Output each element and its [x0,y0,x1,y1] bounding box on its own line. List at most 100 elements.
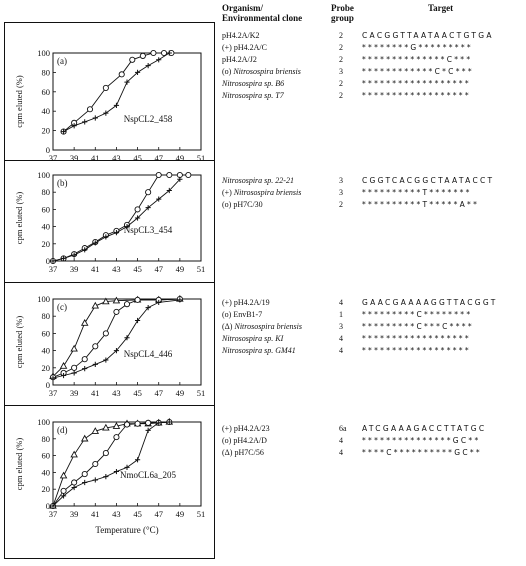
x-tick-label: 41 [91,264,100,274]
row-symbol: (Δ) [222,322,235,331]
row-symbol: (Δ) [222,448,235,457]
row-symbol: (o) [222,436,234,445]
data-point-circle [60,487,67,494]
data-point-plus [145,427,151,433]
data-point-plus [92,477,98,483]
data-point-plus [103,110,109,116]
y-tick-label: 40 [42,467,51,477]
row-organism-name: pH4.2A/C [233,43,267,52]
table-row-organism: (+) pH4.2A/23 [222,424,270,433]
data-point-plus [166,187,172,194]
x-tick-label: 45 [133,509,142,519]
table-row-probe-group: 2 [339,31,343,40]
y-tick-label: 20 [42,239,51,249]
data-point-triangle [80,434,89,442]
data-point-triangle [70,450,78,458]
data-point-plus [103,357,109,363]
y-tick-label: 60 [42,328,51,338]
table-row-organism: Nitrosospira sp. KI [222,334,283,343]
table-row-target-sequence: **********T******* [362,188,472,197]
data-point-plus [50,503,56,509]
x-tick-label: 37 [49,153,58,163]
x-tick-label: 45 [133,388,142,398]
data-point-circle [102,330,109,337]
table-row-organism: (o) EnvB1-7 [222,310,262,319]
row-organism-name: Nitrosospira briensis [233,67,301,76]
table-row-probe-group: 3 [339,176,343,185]
y-tick-label: 20 [42,484,51,494]
row-organism-name: Nitrosospira sp. KI [222,334,284,343]
y-tick-label: 100 [37,48,50,58]
row-organism-name: pH4.2A/J2 [222,55,257,64]
header-organism-line1: Organism/ [222,3,264,13]
x-tick-label: 51 [197,388,206,398]
data-point-plus [71,484,77,491]
table-row-probe-group: 2 [339,91,343,100]
data-point-triangle [102,423,110,431]
table-row-target-sequence: ********G********* [362,43,473,52]
table-row-probe-group: 4 [339,334,343,343]
data-point-plus [82,366,88,372]
data-point-plus [60,493,67,499]
table-row-organism: Nitrosospira sp. T7 [222,91,284,100]
table-row-organism: pH4.2A/J2 [222,55,257,64]
table-row-organism: (Δ) Nitrosospira briensis [222,322,302,331]
plot-area-frame [52,174,202,262]
y-tick-label: 20 [42,363,51,373]
x-tick-label: 49 [176,388,185,398]
x-tick-label: 39 [70,264,79,274]
data-point-circle [134,420,141,427]
row-organism-name: Nitrosospira briensis [234,322,302,331]
row-organism-name: pH4.2A/23 [233,424,270,433]
x-tick-label: 39 [70,509,79,519]
data-point-plus [71,370,77,376]
y-tick-label: 80 [42,187,51,197]
table-row-target-sequence: **********T*****A** [362,200,480,209]
row-organism-name: Nitrosospira sp. GM41 [222,346,296,355]
table-row-probe-group: 4 [339,346,343,355]
data-point-plus [145,205,151,211]
y-axis-label: cpm eluted (%) [14,438,24,491]
row-organism-name: Nitrosospira sp. B6 [222,79,285,88]
x-tick-label: 43 [112,264,121,274]
data-point-plus [124,224,130,230]
x-tick-label: 43 [112,388,121,398]
y-tick-label: 60 [42,87,51,97]
table-row-organism: Nitrosospira sp. GM41 [222,346,296,355]
data-point-plus [156,420,162,426]
data-point-circle [145,419,152,426]
table-row-probe-group: 3 [339,67,343,76]
probe-name-label: NspCL2_458 [124,114,173,124]
data-point-circle [92,460,99,468]
y-axis-label: cpm eluted (%) [14,316,24,369]
series-line-plus [52,421,170,507]
x-tick-label: 41 [91,509,100,519]
y-tick-label: 60 [42,204,51,214]
series-line-circle [63,52,172,132]
data-point-plus [82,479,88,486]
probe-name-label: NspCL4_446 [124,349,173,359]
series-line-triangle [52,421,170,507]
table-row-probe-group: 2 [339,200,343,209]
header-organism-line2: Environmental clone [222,13,303,23]
table-row-probe-group: 4 [339,448,343,457]
data-point-triangle [91,301,100,309]
data-point-circle [166,171,173,179]
row-symbol: (+) [222,188,234,197]
table-row-probe-group: 6a [339,424,347,433]
table-row-organism: (o) Nitrosospira briensis [222,67,301,76]
x-tick-label: 37 [49,264,58,274]
data-point-plus [71,123,77,129]
table-row-target-sequence: ATCGAAAGACCTTATGC [362,424,487,433]
table-row-target-sequence: ****************** [362,79,471,88]
x-tick-label: 41 [91,388,100,398]
y-tick-label: 0 [46,380,50,390]
x-tick-label: 45 [133,264,142,274]
data-point-circle [71,479,78,486]
data-point-circle [113,308,120,315]
data-point-plus [113,230,120,236]
data-point-circle [81,356,88,363]
data-point-circle [123,301,131,308]
data-point-triangle [59,471,68,479]
